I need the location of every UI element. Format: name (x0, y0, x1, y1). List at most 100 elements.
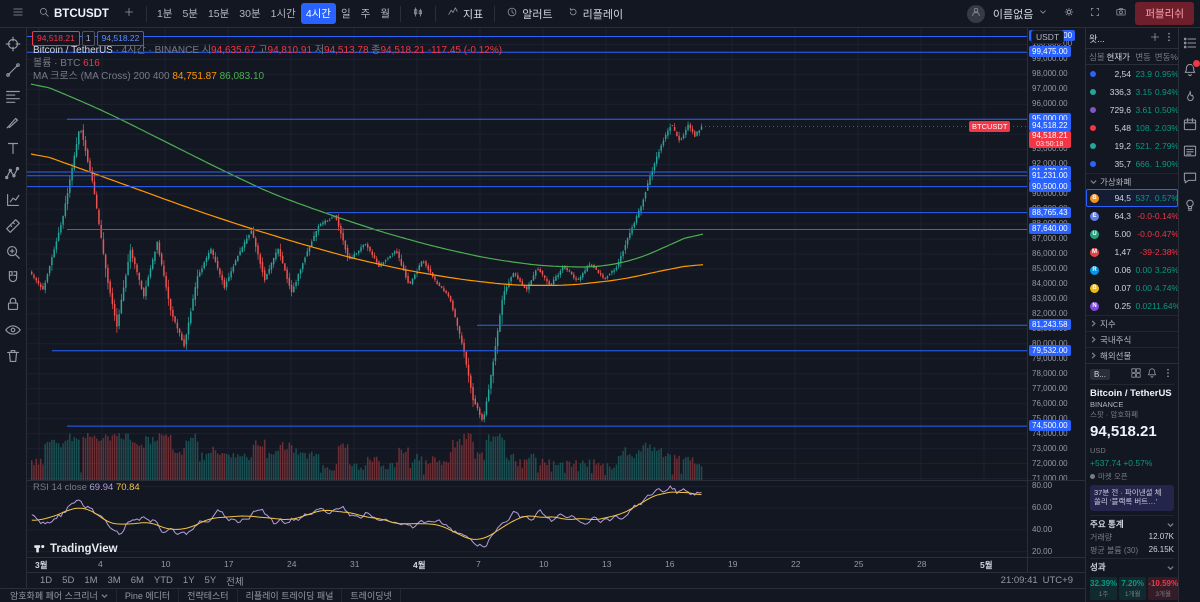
watchlist-row[interactable]: 729,6 3.61 0.50% (1086, 101, 1178, 119)
range-5Y[interactable]: 5Y (200, 574, 222, 587)
notification-badge (1191, 59, 1200, 68)
timeframe-15분[interactable]: 15분 (203, 3, 234, 24)
magnet-tool-button[interactable] (1, 266, 25, 290)
sell-button[interactable]: 94,518.21 (32, 31, 80, 46)
watchlist-row[interactable]: N 0.25 0.02 11.64% (1086, 297, 1178, 315)
main-menu-button[interactable] (6, 3, 30, 24)
xabcd-tool-button[interactable] (1, 162, 25, 186)
flame-panel-button[interactable] (1181, 88, 1199, 106)
range-5D[interactable]: 5D (57, 574, 79, 587)
replay-button[interactable]: 리플레이 (561, 3, 629, 25)
performance-section-header[interactable]: 성과 (1090, 558, 1174, 575)
watchlist-row[interactable]: M 1,47 -39 -2.38% (1086, 243, 1178, 261)
brush-tool-button[interactable] (1, 110, 25, 134)
statusbar-tab-0[interactable]: 암호화폐 페어 스크리너 (8, 589, 117, 602)
range-1Y[interactable]: 1Y (178, 574, 200, 587)
rsi-axis[interactable]: 80.00 60.00 40.00 20.00 (1027, 481, 1085, 557)
chat-panel-button[interactable] (1181, 169, 1199, 187)
timezone-button[interactable]: UTC+9 (1042, 575, 1073, 586)
trendline-tool-button[interactable] (1, 58, 25, 82)
statusbar-tab-1[interactable]: Pine 에디터 (117, 589, 180, 602)
watchlist-row[interactable]: 19,2 521. 2.79% (1086, 137, 1178, 155)
avatar[interactable] (966, 4, 985, 23)
lock-tool-button[interactable] (1, 292, 25, 316)
price-unit-button[interactable]: USDT (1031, 30, 1065, 44)
range-1M[interactable]: 1M (79, 574, 102, 587)
price-axis[interactable]: USDT 71,000.00 72,000.00 73,000.00 74,000.0… (1027, 28, 1085, 480)
eye-tool-button[interactable] (1, 318, 25, 342)
news-item[interactable]: 37분 전 · 파이낸셜 체 쏠리 ‘블랙록 버트…’ (1090, 485, 1174, 511)
spread-value: 1 (81, 31, 95, 46)
watchlist-row[interactable]: 336,3 3.15 0.94% (1086, 83, 1178, 101)
forecast-tool-button[interactable] (1, 188, 25, 212)
wl-change: 0.00 (1135, 265, 1152, 275)
details-exchange: BINANCE (1090, 400, 1124, 409)
trash-tool-button[interactable] (1, 344, 25, 368)
watchlist-row[interactable]: E 64,3 -0.0 -0.14% (1086, 207, 1178, 225)
timeframe-5분[interactable]: 5분 (177, 3, 203, 24)
alert-button[interactable]: 알러트 (500, 3, 558, 25)
range-전체[interactable]: 전체 (221, 573, 248, 589)
watchlist-row[interactable]: 5,48 108. 2.03% (1086, 119, 1178, 137)
fullscreen-button[interactable] (1083, 3, 1107, 24)
calendar-panel-button[interactable] (1181, 115, 1199, 133)
details-symbol-tab[interactable]: B... (1090, 368, 1111, 380)
timeframe-월[interactable]: 월 (375, 3, 395, 24)
symbol-search[interactable]: BTCUSDT (32, 3, 115, 24)
ruler-tool-button[interactable] (1, 214, 25, 238)
eye-icon (5, 325, 21, 335)
timeframe-30분[interactable]: 30분 (234, 3, 265, 24)
layout-name-button[interactable]: 이름없음 (987, 3, 1055, 25)
time-axis[interactable]: 3월 4 10 17 24 31 4월 7 10 13 16 19 22 25 28 5월 (27, 558, 1027, 572)
watchlist-row[interactable]: R 0.06 0.00 3.26% (1086, 261, 1178, 279)
zoom-tool-button[interactable] (1, 240, 25, 264)
text-tool-button[interactable] (1, 136, 25, 160)
watchlist-section-국내주식[interactable]: 국내주식 (1086, 331, 1178, 347)
range-3M[interactable]: 3M (103, 574, 126, 587)
watchlist-panel-button[interactable] (1181, 34, 1199, 52)
rsi-tick-label: 60.00 (1032, 503, 1053, 512)
statusbar-tab-4[interactable]: 트레이딩넷 (342, 589, 401, 602)
tradingview-logo[interactable]: TradingView (33, 542, 118, 555)
buy-button[interactable]: 94,518.22 (96, 31, 145, 46)
main-chart-plot[interactable]: 94,518.21 1 94,518.22 Bitcoin / TetherUS… (27, 28, 1027, 480)
range-6M[interactable]: 6M (126, 574, 149, 587)
details-symbol-name[interactable]: Bitcoin / TetherUS (1090, 388, 1172, 399)
statusbar-tab-3[interactable]: 리플레이 트레이딩 패널 (238, 589, 343, 602)
bell-panel-button[interactable] (1181, 59, 1200, 79)
timeframe-주[interactable]: 주 (356, 3, 376, 24)
watchlist-row[interactable]: 2,54 23.9 0.95% (1086, 65, 1178, 83)
statusbar-tab-2[interactable]: 전략테스터 (179, 589, 238, 602)
watchlist-row[interactable]: U 5.00 -0.0 -0.47% (1086, 225, 1178, 243)
watchlist-section-crypto[interactable]: 가상화폐 (1086, 173, 1178, 189)
timeframe-일[interactable]: 일 (336, 3, 356, 24)
publish-button[interactable]: 퍼블리쉬 (1135, 2, 1194, 25)
watchlist-section-지수[interactable]: 지수 (1086, 315, 1178, 331)
settings-button[interactable] (1057, 3, 1081, 24)
watchlist-row[interactable]: 35,7 666. 1.90% (1086, 155, 1178, 173)
watchlist-row[interactable]: B 0.07 0.00 4.74% (1086, 279, 1178, 297)
stats-section-header[interactable]: 주요 통계 (1090, 515, 1174, 532)
rsi-pane-plot[interactable]: RSI 14 close 69.94 70.84 TradingView (27, 481, 1027, 557)
timeframe-1분[interactable]: 1분 (152, 3, 178, 24)
timeframe-4시간[interactable]: 4시간 (300, 3, 336, 24)
watchlist-title[interactable]: 왓... (1089, 33, 1105, 44)
wl-price: 94,5 (1114, 193, 1131, 203)
forecast-icon (7, 194, 20, 206)
news-panel-button[interactable] (1181, 142, 1199, 160)
snapshot-button[interactable] (1109, 3, 1133, 24)
plus-icon (124, 8, 133, 16)
timeframe-1시간[interactable]: 1시간 (266, 3, 301, 24)
range-YTD[interactable]: YTD (149, 574, 178, 587)
watchlist-row[interactable]: B 94,5 537. 0.57% (1086, 189, 1178, 207)
wl-change-pct: -0.14% (1152, 211, 1178, 221)
add-symbol-button[interactable] (117, 3, 141, 24)
range-1D[interactable]: 1D (35, 574, 57, 587)
indicators-button[interactable]: 지표 (441, 3, 489, 25)
watchlist-section-해외선물[interactable]: 해외선물 (1086, 347, 1178, 363)
time-tick-label: 28 (917, 559, 927, 569)
fib-tool-button[interactable] (1, 84, 25, 108)
bulb-panel-button[interactable] (1181, 196, 1199, 214)
crosshair-tool-button[interactable] (1, 32, 25, 56)
chart-type-button[interactable] (406, 3, 430, 24)
